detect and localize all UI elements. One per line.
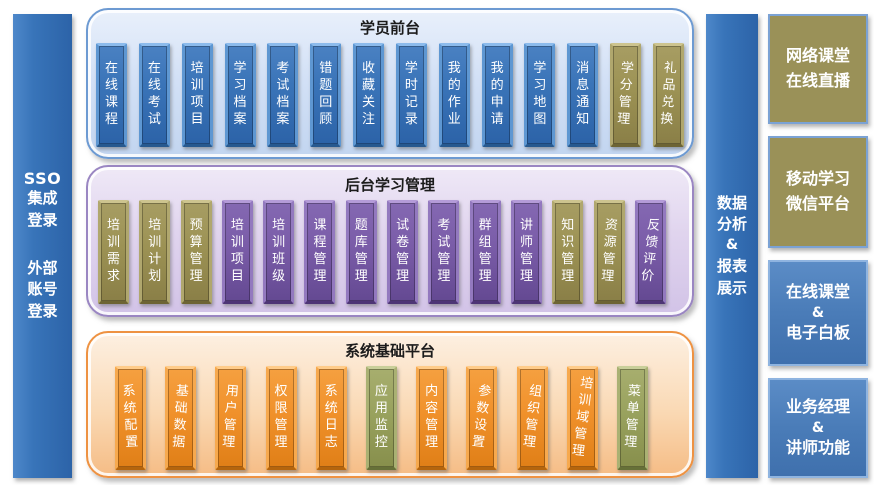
student-panel-title: 学员前台 (359, 19, 420, 37)
module-card: 群组管理 (469, 200, 501, 304)
ampersand-label: & (725, 237, 739, 254)
admin-panel-title: 后台学习管理 (344, 176, 435, 194)
data-analysis-group: 数据分析 & 报表展示 (715, 193, 749, 300)
module-card: 学时记录 (395, 43, 427, 147)
report-display-label: 报表展示 (716, 256, 747, 297)
module-card: 我的申请 (481, 43, 513, 147)
integrated-login-label: 集成登录 (27, 189, 58, 229)
module-card: 参数设置 (466, 366, 498, 470)
system-card-row: 系统配置 基础数据 用户管理 权限管理 系统日志 应用监控 内容管理 参数设置 … (88, 366, 692, 470)
module-card: 学习地图 (524, 43, 556, 147)
admin-card-row: 培训需求 培训计划 预算管理 培训项目 培训班级 课程管理 题库管理 试卷管理 … (88, 200, 692, 304)
feature-line: 网络课堂 (785, 46, 850, 66)
feature-line: 微信平台 (785, 194, 850, 213)
module-card: 用户管理 (215, 366, 247, 470)
module-card: 知识管理 (552, 200, 584, 304)
learning-admin-panel: 后台学习管理 培训需求 培训计划 预算管理 培训项目 培训班级 课程管理 题库管… (86, 165, 694, 317)
sso-login-group: SSO 集成登录 (24, 169, 61, 232)
feature-box-manager-lecturer: 业务经理 & 讲师功能 (768, 378, 868, 478)
feature-box-online-whiteboard: 在线课堂 & 电子白板 (768, 260, 868, 366)
module-card: 组织管理 (516, 366, 548, 470)
sso-login-bar: SSO 集成登录 外部账号登录 (13, 14, 72, 478)
feature-line: 电子白板 (785, 323, 850, 343)
data-analysis-label: 数据分析 (716, 193, 747, 234)
system-platform-panel: 系统基础平台 系统配置 基础数据 用户管理 权限管理 系统日志 应用监控 内容管… (86, 331, 694, 478)
module-card: 考试管理 (428, 200, 460, 304)
system-panel-title: 系统基础平台 (344, 342, 435, 360)
feature-box-mobile-wechat: 移动学习 微信平台 (768, 136, 868, 248)
module-card: 培训项目 (181, 43, 213, 147)
student-card-row: 在线课程 在线考试 培训项目 学习档案 考试档案 错题回顾 收藏关注 学时记录 … (88, 43, 692, 147)
module-card: 消息通知 (567, 43, 599, 147)
data-analysis-bar: 数据分析 & 报表展示 (706, 14, 758, 478)
module-card: 错题回顾 (310, 43, 342, 147)
module-card: 学习档案 (224, 43, 256, 147)
student-frontend-panel: 学员前台 在线课程 在线考试 培训项目 学习档案 考试档案 错题回顾 收藏关注 … (86, 8, 694, 159)
module-card: 学分管理 (610, 43, 642, 147)
module-card: 培训域管理 (566, 366, 598, 470)
module-card: 反馈评价 (634, 200, 666, 304)
module-card: 系统配置 (115, 366, 146, 470)
module-card: 在线课程 (96, 43, 127, 147)
feature-box-live-classroom: 网络课堂 在线直播 (768, 14, 868, 124)
module-card: 资源管理 (593, 200, 625, 304)
module-card: 系统日志 (315, 366, 347, 470)
external-account-group: 外部账号登录 (26, 258, 60, 323)
module-card: 基础数据 (165, 366, 197, 470)
external-login-label: 外部账号登录 (27, 258, 58, 321)
module-card: 课程管理 (304, 200, 336, 304)
module-card: 讲师管理 (510, 200, 542, 304)
ampersand-label: & (811, 304, 825, 321)
module-card: 内容管理 (416, 366, 448, 470)
module-card: 收藏关注 (353, 43, 385, 147)
module-card: 在线考试 (138, 43, 170, 147)
ampersand-label: & (811, 419, 825, 436)
sso-label: SSO (23, 169, 62, 189)
feature-line: 在线直播 (785, 71, 850, 90)
module-card: 权限管理 (265, 366, 297, 470)
module-card: 礼品兑换 (652, 43, 684, 147)
module-card: 我的作业 (438, 43, 470, 147)
module-card: 菜单管理 (616, 366, 648, 470)
module-card: 预算管理 (180, 200, 212, 304)
feature-line: 移动学习 (785, 169, 850, 189)
feature-line: 业务经理 (785, 396, 850, 416)
module-card: 培训项目 (221, 200, 253, 304)
module-card: 培训班级 (263, 200, 295, 304)
module-card: 试卷管理 (387, 200, 419, 304)
module-card: 应用监控 (365, 366, 397, 470)
module-card: 考试档案 (267, 43, 299, 147)
feature-line: 讲师功能 (785, 438, 850, 458)
module-card: 培训计划 (139, 200, 171, 304)
module-card: 题库管理 (345, 200, 377, 304)
module-card: 培训需求 (98, 200, 129, 304)
feature-line: 在线课堂 (785, 281, 850, 301)
